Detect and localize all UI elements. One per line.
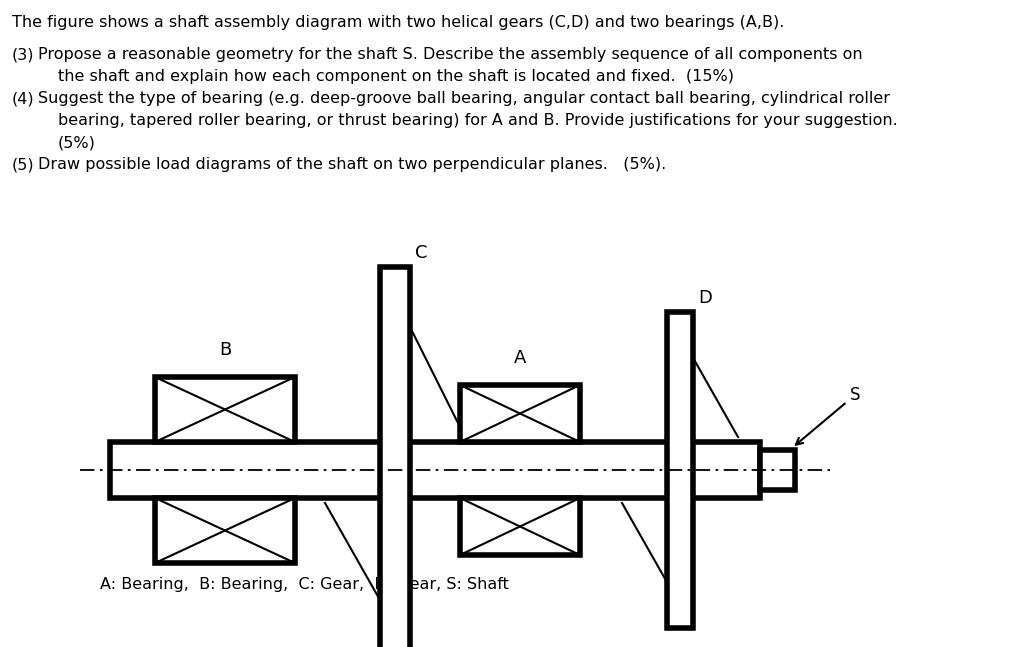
Bar <box>760 450 795 490</box>
Text: (5): (5) <box>12 157 35 172</box>
Text: bearing, tapered roller bearing, or thrust bearing) for A and B. Provide justifi: bearing, tapered roller bearing, or thru… <box>58 113 898 128</box>
Text: B: B <box>219 341 231 359</box>
Text: A: A <box>514 349 526 367</box>
Text: S: S <box>796 386 860 444</box>
Text: the shaft and explain how each component on the shaft is located and fixed.  (15: the shaft and explain how each component… <box>58 69 734 84</box>
Bar <box>460 498 580 555</box>
Text: The figure shows a shaft assembly diagram with two helical gears (C,D) and two b: The figure shows a shaft assembly diagra… <box>12 15 784 30</box>
Bar <box>110 442 760 498</box>
Text: C: C <box>415 244 427 262</box>
Text: (3): (3) <box>12 47 35 62</box>
Text: D: D <box>698 289 712 307</box>
Text: Propose a reasonable geometry for the shaft S. Describe the assembly sequence of: Propose a reasonable geometry for the sh… <box>38 47 862 62</box>
Text: A: Bearing,  B: Bearing,  C: Gear,  D: Gear, S: Shaft: A: Bearing, B: Bearing, C: Gear, D: Gear… <box>100 577 509 592</box>
Bar <box>380 267 410 647</box>
Text: (4): (4) <box>12 91 35 106</box>
Bar <box>460 385 580 442</box>
Bar <box>667 312 693 628</box>
Bar <box>155 498 295 563</box>
Text: Draw possible load diagrams of the shaft on two perpendicular planes.   (5%).: Draw possible load diagrams of the shaft… <box>38 157 667 172</box>
Text: Suggest the type of bearing (e.g. deep-groove ball bearing, angular contact ball: Suggest the type of bearing (e.g. deep-g… <box>38 91 890 106</box>
Text: (5%): (5%) <box>58 135 96 150</box>
Bar <box>155 377 295 442</box>
